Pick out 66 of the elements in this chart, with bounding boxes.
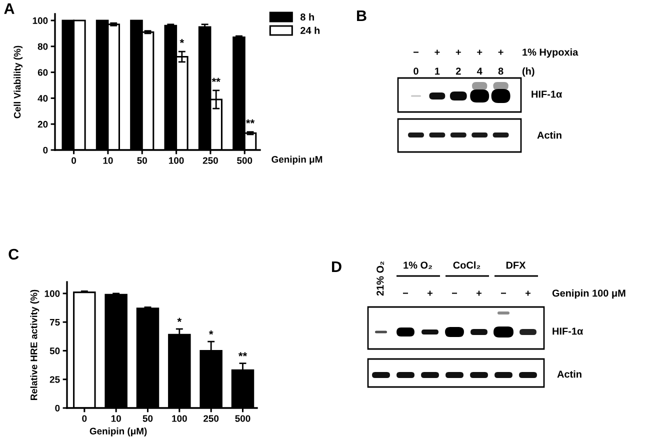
text: Genipin 100 μM xyxy=(552,289,626,299)
text: + xyxy=(434,50,440,55)
legend-label: 8 h xyxy=(300,13,314,21)
x-tick-label: 500 xyxy=(235,415,250,422)
text: + xyxy=(456,50,461,55)
legend-label: 24 h xyxy=(300,26,320,34)
annotation: ** xyxy=(246,119,255,124)
y-tick-label: 75 xyxy=(50,319,60,326)
chart-title: C xyxy=(8,248,19,260)
annotation: * xyxy=(177,318,182,322)
text: DFX xyxy=(506,262,526,269)
text: D xyxy=(332,261,342,272)
category-label: + xyxy=(476,290,482,296)
x-tick-label: 250 xyxy=(202,157,218,164)
x-tick-label: 100 xyxy=(172,415,187,422)
x-tick-label: 100 xyxy=(169,157,184,164)
y-tick-label: 50 xyxy=(50,348,60,354)
category-label: 4 xyxy=(476,68,482,75)
text: Actin xyxy=(557,370,582,378)
x-tick-label: 0 xyxy=(72,157,76,164)
text: (h) xyxy=(522,67,534,77)
y-tick-label: 100 xyxy=(44,290,60,297)
x-tick-label: 50 xyxy=(142,415,153,422)
y-axis-title: Cell Viability (%) xyxy=(14,46,22,118)
text: Actin xyxy=(537,131,562,139)
category-label: − xyxy=(402,292,408,294)
x-tick-label: 0 xyxy=(82,415,87,422)
category-label: + xyxy=(526,290,531,296)
text: 1% O₂ xyxy=(404,262,432,269)
y-tick-label: 25 xyxy=(50,376,60,383)
text: + xyxy=(477,50,482,55)
category-label: 2 xyxy=(456,68,461,75)
text: CoCl₂ xyxy=(453,261,480,269)
category-label: 21% O₂ xyxy=(376,262,384,296)
x-tick-label: 250 xyxy=(204,415,219,422)
y-tick-label: 20 xyxy=(38,120,48,128)
x-axis-title: Genipin μM xyxy=(272,156,322,165)
category-label: − xyxy=(452,292,458,294)
x-tick-label: 50 xyxy=(137,157,147,164)
text: + xyxy=(498,50,504,55)
category-label: 0 xyxy=(414,68,418,75)
annotation: * xyxy=(180,39,184,44)
text: HIF-1α xyxy=(532,90,562,98)
y-axis-title: Relative HRE activity (%) xyxy=(30,290,40,400)
y-tick-label: 80 xyxy=(38,43,48,50)
text: − xyxy=(413,52,419,53)
annotation: ** xyxy=(212,78,220,82)
category-label: 1 xyxy=(435,68,440,75)
category-label: − xyxy=(500,292,506,294)
y-tick-label: 0 xyxy=(55,404,60,412)
x-axis-title: Genipin (μM) xyxy=(90,428,147,436)
chart-title: A xyxy=(4,3,14,14)
annotation: * xyxy=(208,330,214,335)
text: B xyxy=(357,10,366,21)
y-tick-label: 60 xyxy=(38,69,48,76)
x-tick-label: 10 xyxy=(111,415,121,422)
category-label: 8 xyxy=(498,68,504,75)
text: HIF-1α xyxy=(552,328,584,335)
category-label: + xyxy=(428,290,433,296)
text: 1% Hypoxia xyxy=(522,48,578,58)
y-tick-label: 0 xyxy=(43,146,48,154)
x-tick-label: 10 xyxy=(103,157,113,164)
y-tick-label: 100 xyxy=(32,17,48,24)
x-tick-label: 500 xyxy=(237,157,252,164)
annotation: ** xyxy=(238,352,248,356)
y-tick-label: 40 xyxy=(38,95,48,102)
